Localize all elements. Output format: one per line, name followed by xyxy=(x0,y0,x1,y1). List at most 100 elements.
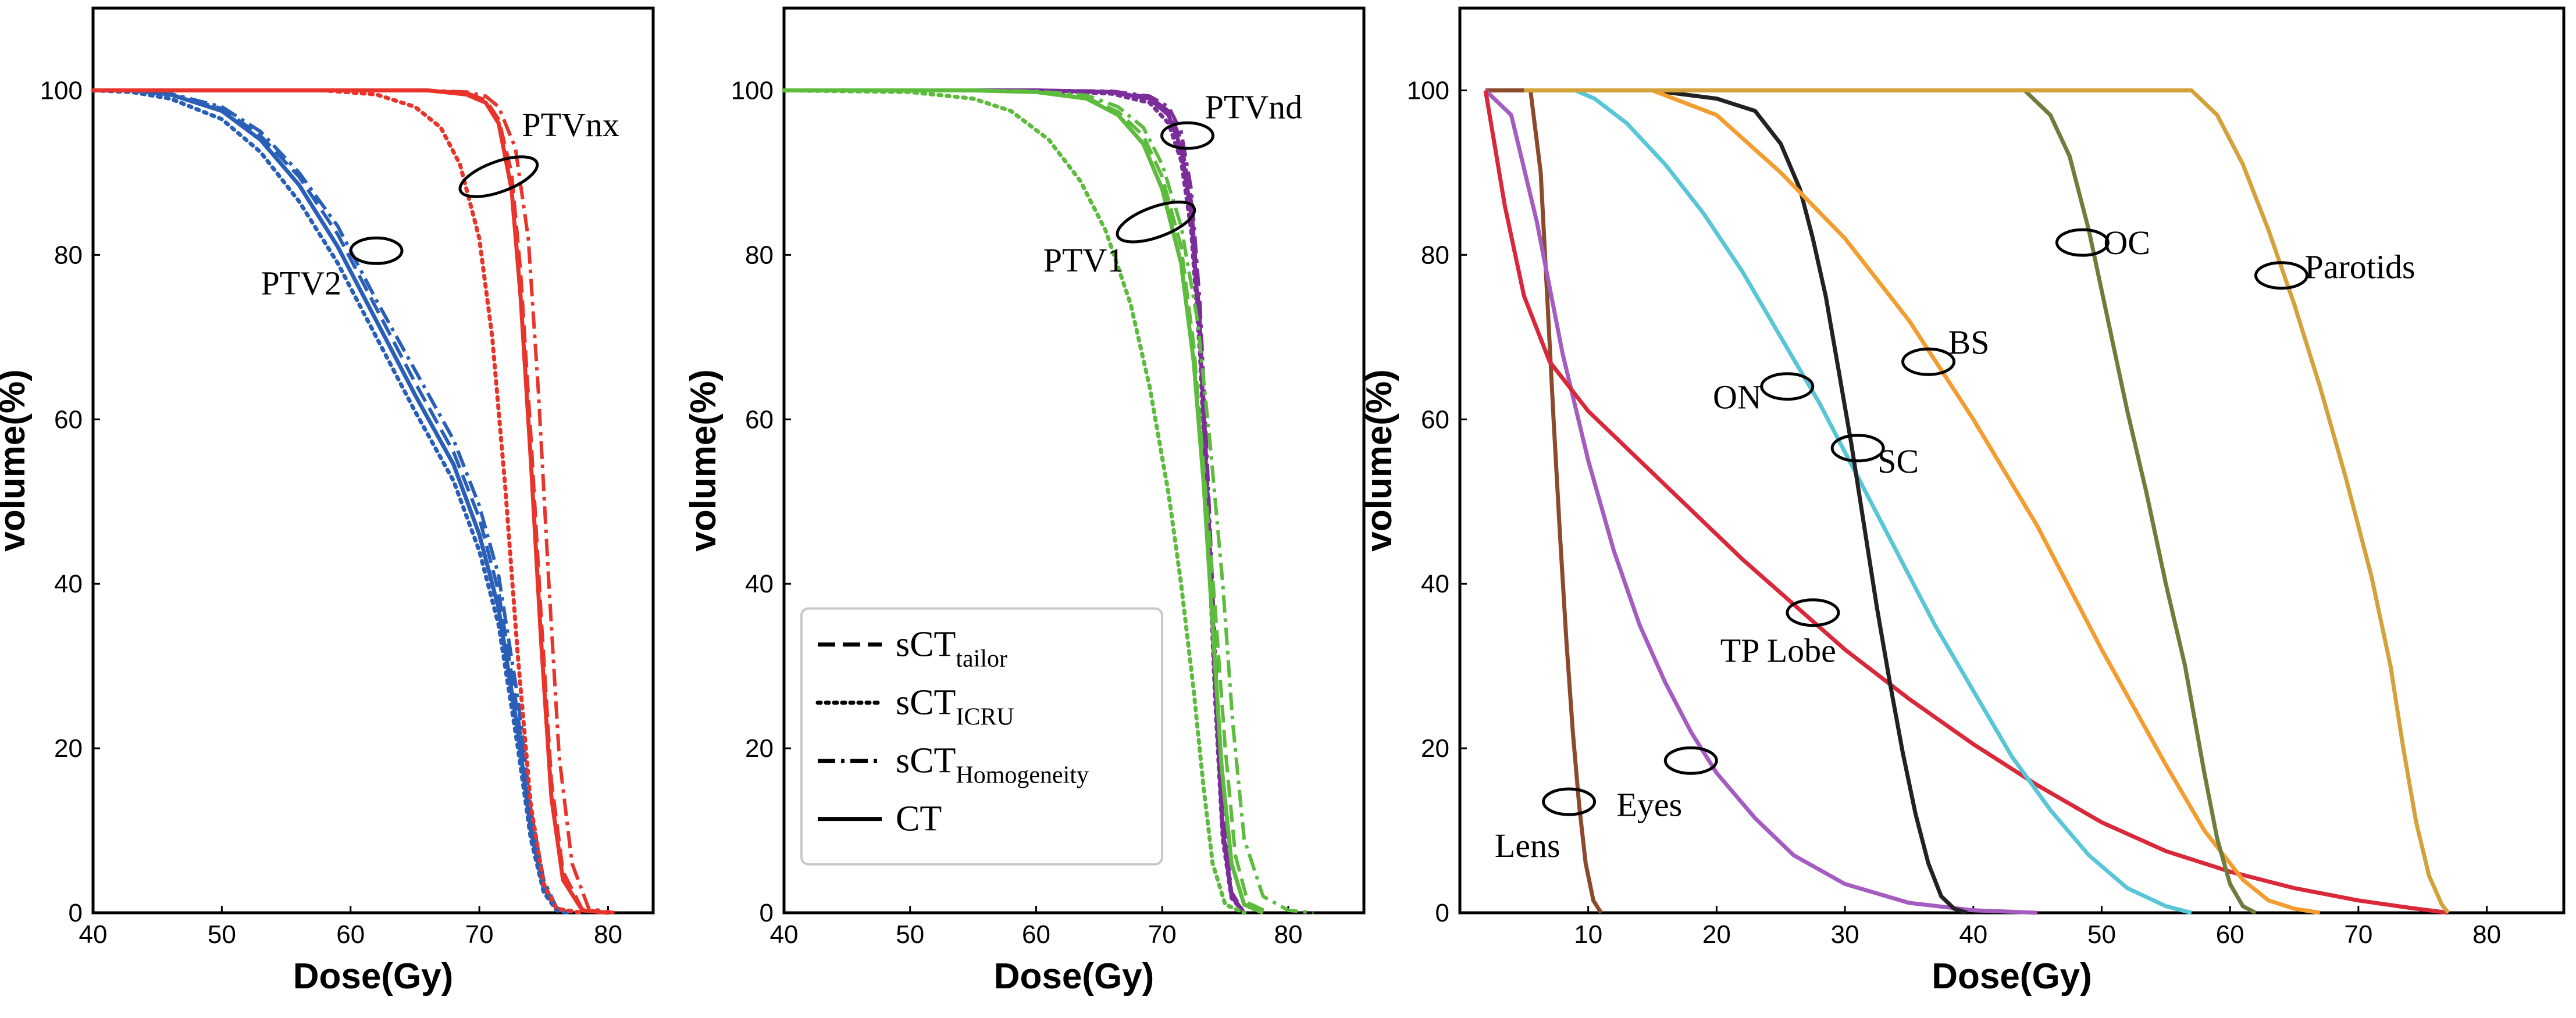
legend-label-subscript: ICRU xyxy=(956,704,1014,731)
legend-label-main: sCT xyxy=(896,741,956,781)
x-axis-title: Dose(Gy) xyxy=(994,956,1155,996)
series-lines xyxy=(782,88,1314,915)
x-tick-label: 70 xyxy=(465,920,494,949)
series-ptvnx-sct-icru xyxy=(91,88,585,915)
y-tick-label: 60 xyxy=(1421,405,1449,434)
series-ptv1-sct-homogeneity xyxy=(784,88,1314,915)
annotations: PTVnd PTV1 xyxy=(1043,88,1302,279)
annotation-ellipse xyxy=(1160,121,1215,150)
series-lines xyxy=(1483,88,2450,915)
y-tick-label: 100 xyxy=(731,76,774,105)
series-ptv1-sct-icru xyxy=(782,88,1246,915)
y-tick-label: 0 xyxy=(69,899,83,927)
x-tick-label: 40 xyxy=(79,920,108,949)
axes-ticks: 10 20 30 40 50 60 70 80 0 20 40 60 80 100 xyxy=(1407,76,2501,949)
annotation-label-oc: OC xyxy=(2103,224,2150,262)
series-eyes-ct xyxy=(1484,88,2038,915)
y-tick-label: 80 xyxy=(745,241,774,269)
y-tick-label: 40 xyxy=(54,570,83,598)
y-axis-title: volume(%) xyxy=(683,369,724,551)
legend-label: sCTHomogeneity xyxy=(896,741,1089,789)
annotation-ellipse xyxy=(1542,787,1597,816)
series-ptv1-sct-tailor xyxy=(784,88,1270,915)
x-tick-label: 80 xyxy=(1274,920,1302,949)
series-ptv2-sct-icru xyxy=(91,88,572,915)
series-lens-ct xyxy=(1485,88,1603,914)
series-ptvnd-sct-homogeneity xyxy=(784,88,1246,914)
x-tick-label: 60 xyxy=(1022,920,1050,949)
annotation-label-bs: BS xyxy=(1948,323,1990,361)
annotation-ellipse xyxy=(2254,261,2308,290)
annotation-label-ptvnx: PTVnx xyxy=(522,106,619,144)
y-tick-label: 60 xyxy=(54,405,83,434)
x-tick-label: 70 xyxy=(2344,920,2372,949)
x-tick-label: 80 xyxy=(2472,920,2501,949)
annotation-label-tp-lobe: TP Lobe xyxy=(1720,632,1836,670)
y-tick-label: 40 xyxy=(745,570,774,598)
legend-label-main: CT xyxy=(896,799,942,839)
y-tick-label: 40 xyxy=(1421,570,1449,598)
legend-label-subscript: tailor xyxy=(956,646,1007,673)
annotation-ellipse xyxy=(349,236,404,265)
annotation-label-eyes: Eyes xyxy=(1617,785,1683,823)
y-tick-label: 0 xyxy=(1435,899,1449,927)
y-tick-label: 20 xyxy=(54,734,83,763)
annotation-ellipse xyxy=(1830,434,1885,463)
x-tick-label: 50 xyxy=(896,920,924,949)
series-bs-ct xyxy=(1524,88,2321,915)
annotation-ellipse xyxy=(1786,598,1840,627)
annotation-label-on: ON xyxy=(1713,378,1762,416)
series-oc-ct xyxy=(1524,88,2257,915)
x-tick-label: 60 xyxy=(336,920,365,949)
y-axis-title: volume(%) xyxy=(1359,369,1399,551)
legend-box xyxy=(800,607,1163,866)
annotations: Lens Eyes TP Lobe ON SC BS OC Parotids xyxy=(1495,224,2415,865)
x-tick-label: 50 xyxy=(2087,920,2116,949)
annotation-ellipse xyxy=(1901,347,1956,376)
series-tp-lobe-ct xyxy=(1483,90,2449,915)
x-axis-title: Dose(Gy) xyxy=(1932,956,2092,996)
legend-label: sCTtailor xyxy=(896,625,1007,673)
x-axis-title: Dose(Gy) xyxy=(293,956,454,996)
x-tick-label: 40 xyxy=(770,920,799,949)
panel-left-ptv2-ptvnx: 40 50 60 70 80 0 20 40 60 80 100 PTV2 PTVnx Dose(Gy… xyxy=(0,6,655,996)
legend-label-main: sCT xyxy=(896,683,956,723)
annotation-ellipse xyxy=(458,155,539,198)
annotation-label-sc: SC xyxy=(1877,442,1919,480)
y-tick-label: 80 xyxy=(1421,241,1449,269)
y-tick-label: 100 xyxy=(40,76,83,105)
plot-frame xyxy=(91,6,655,915)
annotation-label-ptvnd: PTVnd xyxy=(1205,88,1303,126)
series-ptvnx-sct-homogeneity xyxy=(93,88,615,915)
y-tick-label: 0 xyxy=(760,899,774,927)
annotation-label-parotids: Parotids xyxy=(2304,248,2415,286)
y-tick-label: 60 xyxy=(745,405,774,434)
annotation-label-ptv2: PTV2 xyxy=(261,264,341,302)
axes-ticks: 40 50 60 70 80 0 20 40 60 80 100 xyxy=(731,76,1303,949)
x-tick-label: 10 xyxy=(1574,920,1602,949)
axes-ticks: 40 50 60 70 80 0 20 40 60 80 100 xyxy=(40,76,622,949)
legend-label-subscript: Homogeneity xyxy=(956,762,1089,789)
y-tick-label: 20 xyxy=(745,734,774,763)
x-tick-label: 30 xyxy=(1831,920,1859,949)
annotations: PTV2 PTVnx xyxy=(261,106,619,302)
series-sc-ct xyxy=(1524,88,1968,915)
x-tick-label: 50 xyxy=(208,920,236,949)
x-tick-label: 70 xyxy=(1148,920,1177,949)
x-tick-label: 20 xyxy=(1702,920,1731,949)
series-parotids-ct xyxy=(1524,88,2450,915)
legend-label-main: sCT xyxy=(896,625,956,665)
annotation-ellipse xyxy=(2055,228,2110,257)
x-tick-label: 60 xyxy=(2216,920,2244,949)
annotation-ellipse xyxy=(1760,372,1815,401)
annotation-ellipse xyxy=(1663,746,1718,775)
y-axis-title: volume(%) xyxy=(0,369,33,551)
plot-frame xyxy=(782,6,1366,915)
series-ptvnd-sct-icru xyxy=(782,88,1246,915)
annotation-label-lens: Lens xyxy=(1495,827,1560,865)
panel-right-organs-at-risk: 10 20 30 40 50 60 70 80 0 20 40 60 80 100 Lens Eyes TP … xyxy=(1359,6,2566,996)
